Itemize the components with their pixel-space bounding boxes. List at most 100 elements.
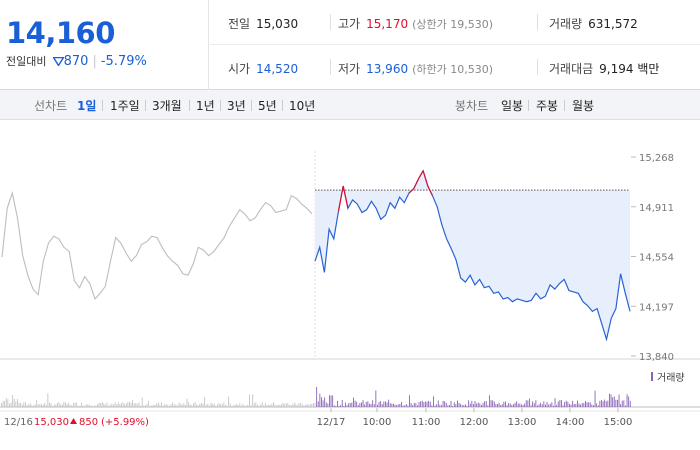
- y-tick-label: 14,911: [639, 203, 674, 214]
- volume-bar: [509, 403, 511, 407]
- volume-bar: [573, 403, 575, 407]
- volume-bar: [140, 405, 142, 407]
- volume-bar: [543, 401, 545, 407]
- volume-bar: [367, 401, 369, 407]
- volume-bar: [564, 402, 566, 407]
- tab-1day[interactable]: 1일: [77, 99, 97, 113]
- volume-bar: [602, 401, 604, 407]
- tab-1year[interactable]: 1년: [196, 99, 215, 113]
- volume-bar: [429, 401, 431, 407]
- volume-bar: [577, 400, 578, 407]
- above-reference-segment: [408, 188, 415, 194]
- volume-bar: [332, 395, 334, 407]
- volume-bar: [57, 403, 58, 407]
- x-tick-label: 11:00: [412, 417, 441, 428]
- volume-bar: [153, 405, 154, 407]
- volume-bar: [239, 403, 241, 407]
- volume-bar: [103, 403, 105, 407]
- volume-bar: [188, 402, 190, 407]
- stat-open: 시가 14,520: [228, 62, 299, 76]
- volume-bar: [295, 404, 297, 407]
- tab-10year[interactable]: 10년: [289, 99, 316, 113]
- volume-bar: [124, 404, 126, 407]
- volume-bar: [617, 399, 618, 407]
- volume-bar: [532, 401, 534, 407]
- volume-bar: [129, 402, 130, 407]
- volume-bar: [449, 405, 450, 407]
- price-change: 전일대비 870 | -5.79%: [6, 54, 147, 69]
- volume-bar: [479, 403, 481, 407]
- volume-bar: [301, 404, 303, 407]
- volume-bar: [396, 405, 398, 407]
- volume-bar: [18, 402, 20, 407]
- volume-bar: [383, 401, 385, 407]
- volume-bar: [490, 400, 492, 407]
- volume-bar: [165, 404, 167, 407]
- volume-bar: [620, 404, 622, 407]
- tab-1week[interactable]: 1주일: [110, 99, 140, 113]
- volume-bar: [405, 404, 407, 407]
- volume-bar: [426, 401, 428, 407]
- volume-bar: [545, 404, 546, 407]
- volume-bar: [93, 405, 95, 407]
- volume-bar: [537, 405, 538, 407]
- volume-bar: [58, 402, 60, 407]
- prev-day-change: 850: [79, 417, 98, 428]
- tab-weekly-candle[interactable]: 주봉: [536, 99, 559, 113]
- volume-bar: [297, 405, 298, 407]
- tab-3month[interactable]: 3개월: [152, 99, 182, 113]
- volume-bar: [506, 405, 508, 407]
- volume-bar: [34, 404, 36, 407]
- volume-bar: [471, 400, 473, 407]
- volume-bar: [45, 404, 47, 407]
- volume-bar: [442, 400, 444, 407]
- volume-bar: [514, 402, 516, 407]
- volume-bar: [127, 402, 129, 407]
- volume-bar: [84, 405, 86, 407]
- volume-bar: [26, 405, 28, 407]
- volume-bar: [241, 405, 242, 407]
- volume-bar: [612, 397, 614, 407]
- volume-bar: [117, 402, 119, 407]
- prev-day-close: 15,030: [34, 417, 69, 428]
- volume-bar: [25, 402, 26, 407]
- volume-bar: [410, 403, 412, 407]
- volume-bar: [610, 394, 612, 407]
- volume-bar: [340, 404, 342, 407]
- volume-bar: [535, 400, 537, 407]
- volume-bar: [311, 403, 313, 407]
- intraday-price-chart: 15,268 14,911 14,554 14,197 13,840 12/17 10:0…: [0, 151, 700, 428]
- volume-bar: [391, 403, 393, 407]
- volume-bar: [113, 404, 114, 407]
- volume-bar: [9, 403, 10, 407]
- volume-bar: [397, 404, 399, 407]
- stat-prev-close: 전일 15,030: [228, 17, 299, 31]
- volume-bar: [452, 406, 454, 407]
- tab-monthly-candle[interactable]: 월봉: [572, 99, 595, 113]
- volume-bar: [580, 404, 582, 407]
- volume-bar: [417, 405, 418, 407]
- volume-bar: [457, 400, 458, 407]
- volume-bar: [575, 404, 577, 407]
- x-axis-labels: 12/17 10:00 11:00 12:00 13:00 14:00 15:00: [317, 408, 632, 428]
- volume-bar: [621, 400, 623, 407]
- tab-daily-candle[interactable]: 일봉: [501, 99, 524, 113]
- volume-bar: [377, 404, 378, 407]
- volume-bar: [122, 402, 124, 407]
- volume-bar: [500, 405, 502, 407]
- volume-bar: [353, 397, 354, 407]
- volume-bar: [263, 405, 265, 407]
- volume-bar: [81, 402, 82, 407]
- tab-5year[interactable]: 5년: [258, 99, 277, 113]
- volume-bar: [453, 402, 455, 407]
- volume-bar: [357, 405, 359, 407]
- volume-bar: [313, 402, 314, 407]
- volume-bar: [351, 402, 353, 407]
- volume-legend-label: 거래량: [657, 372, 685, 384]
- volume-bar: [133, 403, 135, 407]
- tab-3year[interactable]: 3년: [227, 99, 246, 113]
- volume-bar: [485, 401, 487, 407]
- volume-bar: [97, 404, 98, 407]
- price-box: 14,160 전일대비 870 | -5.79%: [0, 0, 209, 90]
- volume-bar: [65, 402, 66, 407]
